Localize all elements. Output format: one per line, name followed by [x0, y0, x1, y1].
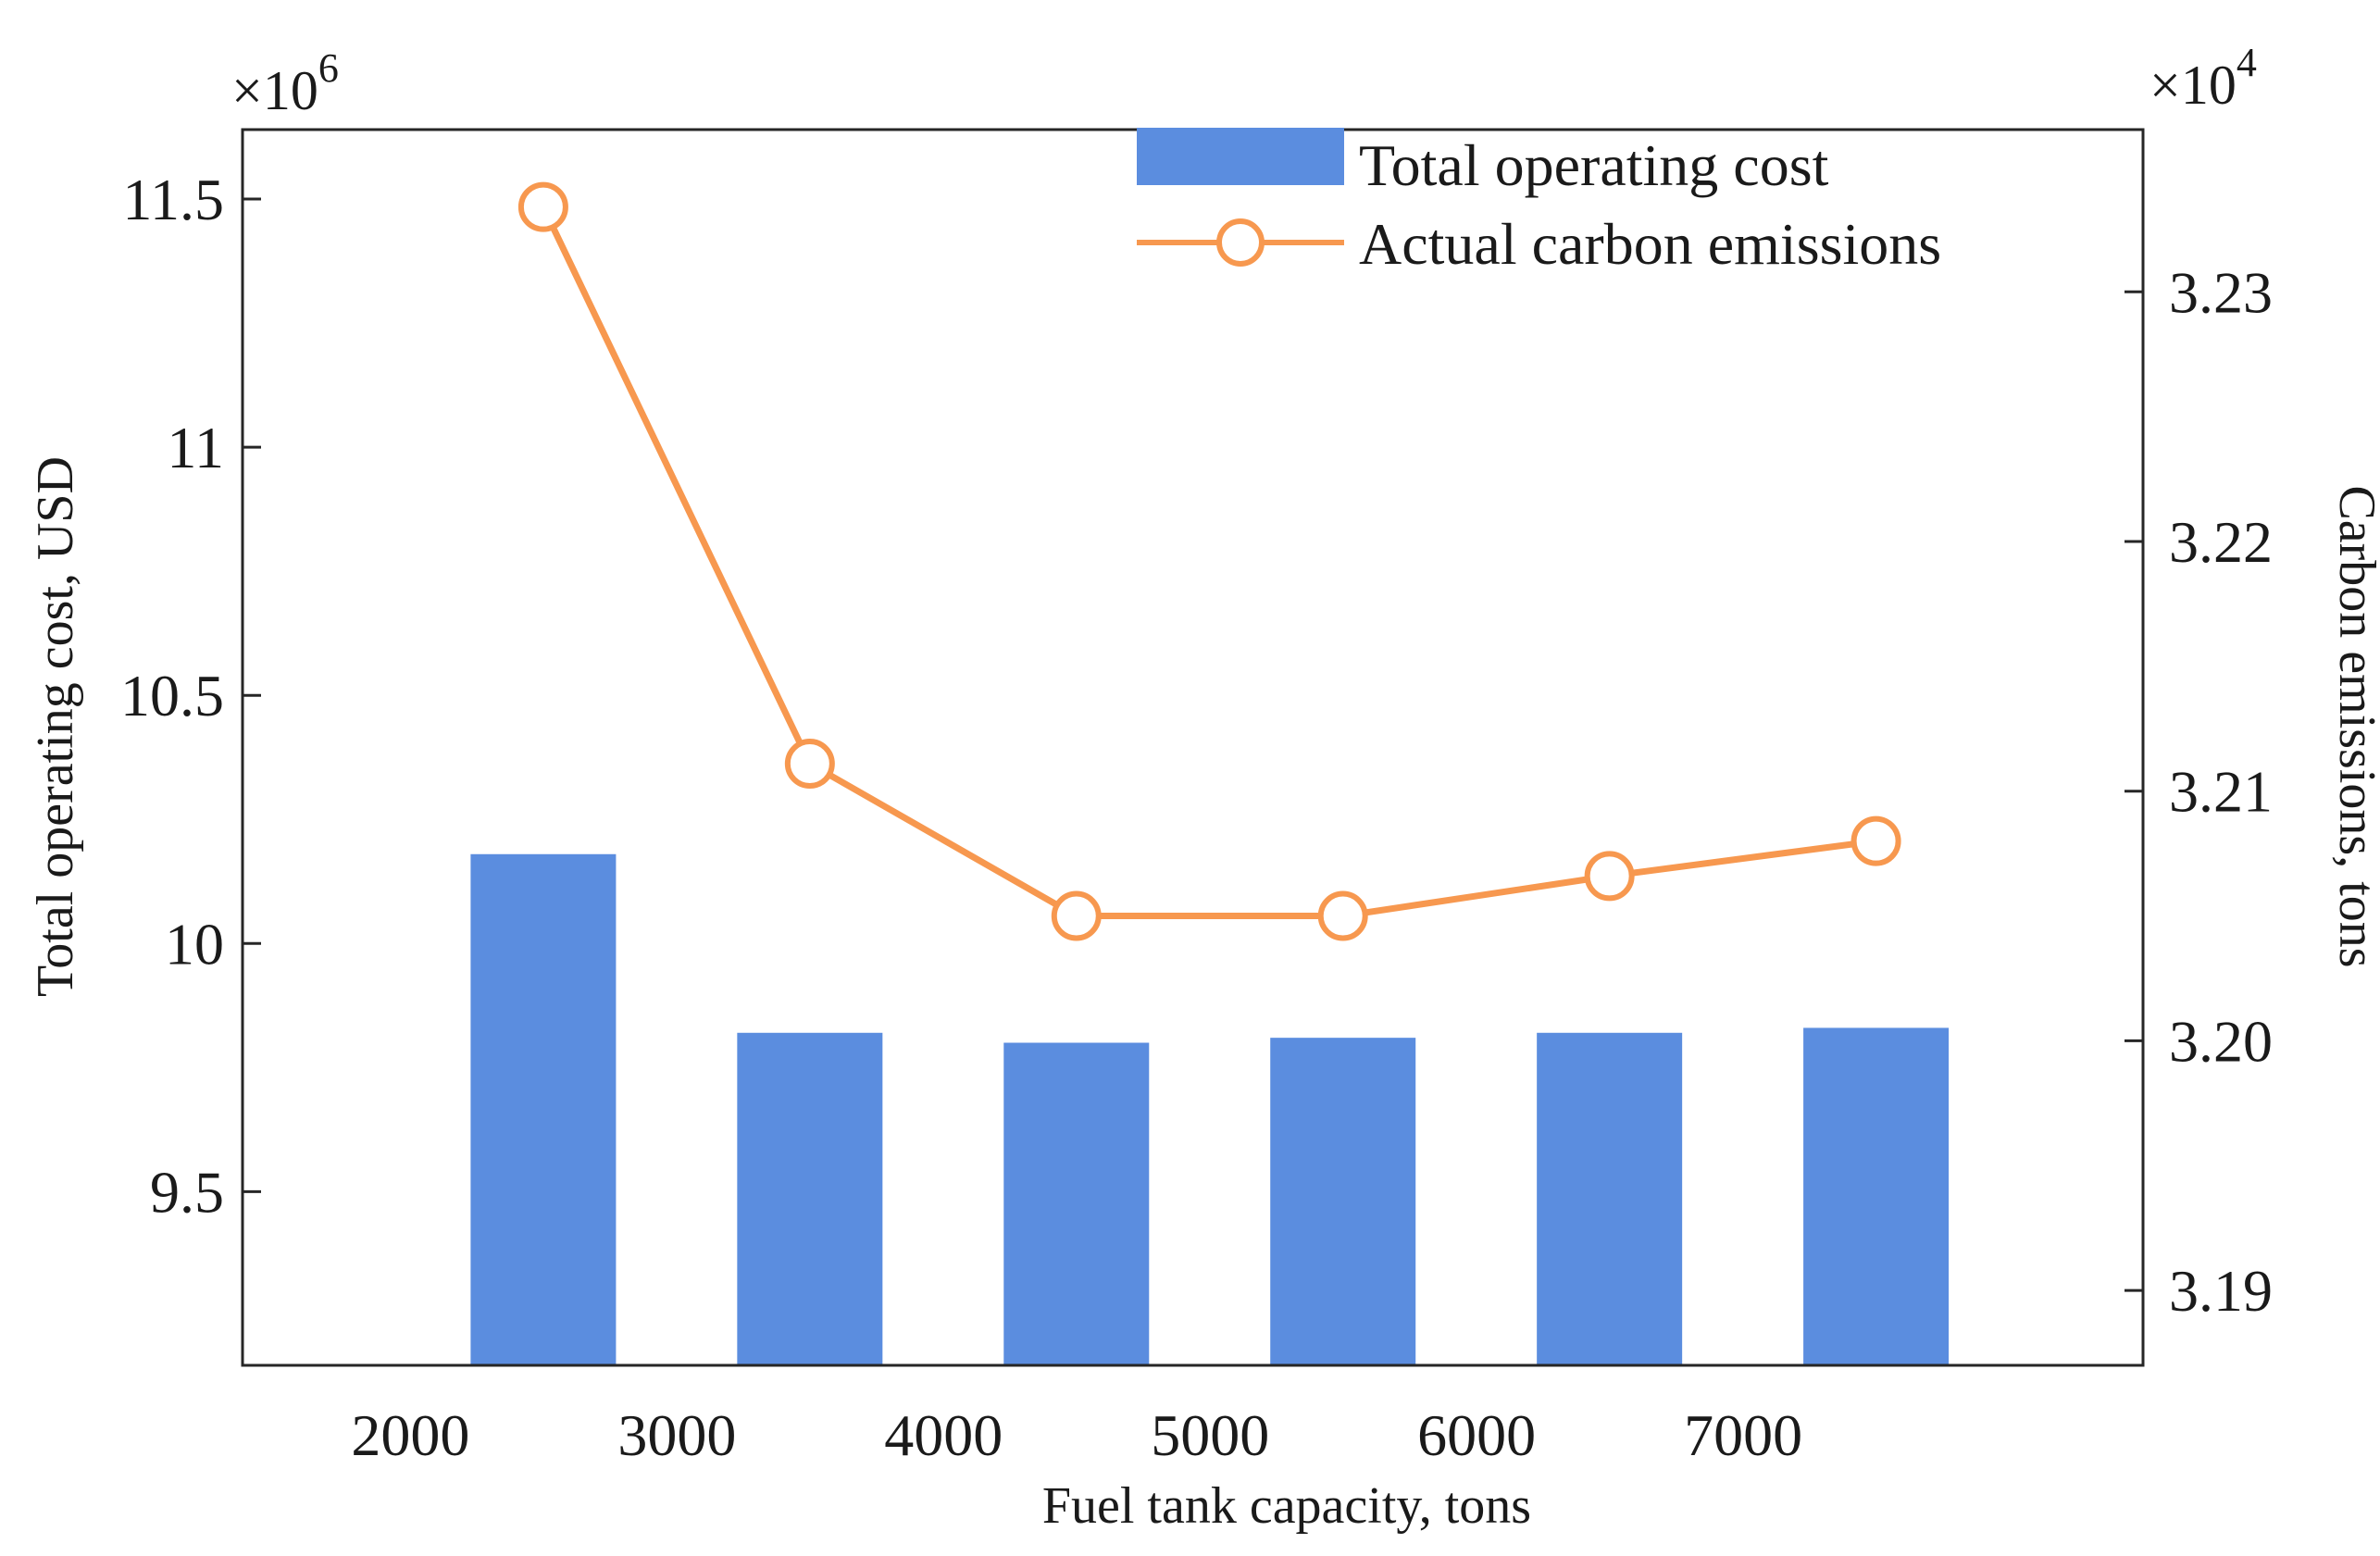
right-tick-label-3.21: 3.21 [2169, 759, 2273, 825]
x-tick-label-5000: 5000 [1151, 1402, 1269, 1468]
left-axis: 9.5 10 10.5 11 11.5 [120, 167, 261, 1225]
emissions-line [540, 205, 1877, 920]
bars-layer [470, 853, 1950, 1365]
right-tick-label-3.22: 3.22 [2169, 509, 2273, 575]
emissions-point-3000 [784, 739, 835, 790]
emissions-point-6000 [1584, 851, 1635, 902]
emissions-point-4000 [1051, 890, 1102, 941]
emissions-point-5000 [1317, 890, 1368, 941]
legend-swatch-marker [1216, 218, 1265, 267]
right-axis-title: Carbon emissions, tons [2328, 485, 2380, 967]
left-axis-multiplier: ×106 [231, 45, 339, 121]
legend-label-cost: Total operating cost [1359, 132, 1829, 198]
x-tick-label-4000: 4000 [884, 1402, 1003, 1468]
x-tick-label-7000: 7000 [1684, 1402, 1802, 1468]
left-axis-title: Total operating cost, USD [27, 456, 84, 997]
left-tick-label-11.5: 11.5 [122, 167, 224, 232]
right-tick-label-3.19: 3.19 [2169, 1258, 2273, 1324]
bar-cost-7000 [1803, 1027, 1950, 1365]
right-tick-label-3.2: 3.20 [2169, 1008, 2273, 1074]
right-axis: 3.19 3.20 3.21 3.22 3.23 [2125, 259, 2273, 1324]
x-axis: 2000 3000 4000 5000 6000 7000 [351, 1402, 1802, 1468]
legend-swatch-bar [1137, 128, 1344, 185]
bar-cost-4000 [1003, 1042, 1150, 1365]
emissions-point-7000 [1850, 815, 1901, 866]
bar-cost-6000 [1537, 1032, 1683, 1365]
legend: Total operating cost Actual carbon emiss… [1137, 128, 1941, 277]
x-tick-label-3000: 3000 [617, 1402, 736, 1468]
legend-label-emissions: Actual carbon emissions [1359, 211, 1941, 277]
left-tick-label-11: 11 [167, 415, 224, 480]
left-tick-label-9.5: 9.5 [150, 1159, 224, 1225]
bar-cost-2000 [470, 853, 617, 1365]
x-tick-label-2000: 2000 [351, 1402, 469, 1468]
right-axis-multiplier: ×104 [2149, 40, 2257, 116]
line-layer [517, 181, 1901, 941]
bar-cost-5000 [1270, 1038, 1416, 1365]
left-tick-label-10: 10 [165, 911, 224, 977]
emissions-point-2000 [517, 181, 568, 232]
bar-cost-3000 [737, 1032, 883, 1365]
right-tick-label-3.23: 3.23 [2169, 259, 2273, 325]
x-axis-title: Fuel tank capacity, tons [1042, 1477, 1531, 1535]
left-tick-label-10.5: 10.5 [120, 663, 224, 728]
x-tick-label-6000: 6000 [1417, 1402, 1536, 1468]
